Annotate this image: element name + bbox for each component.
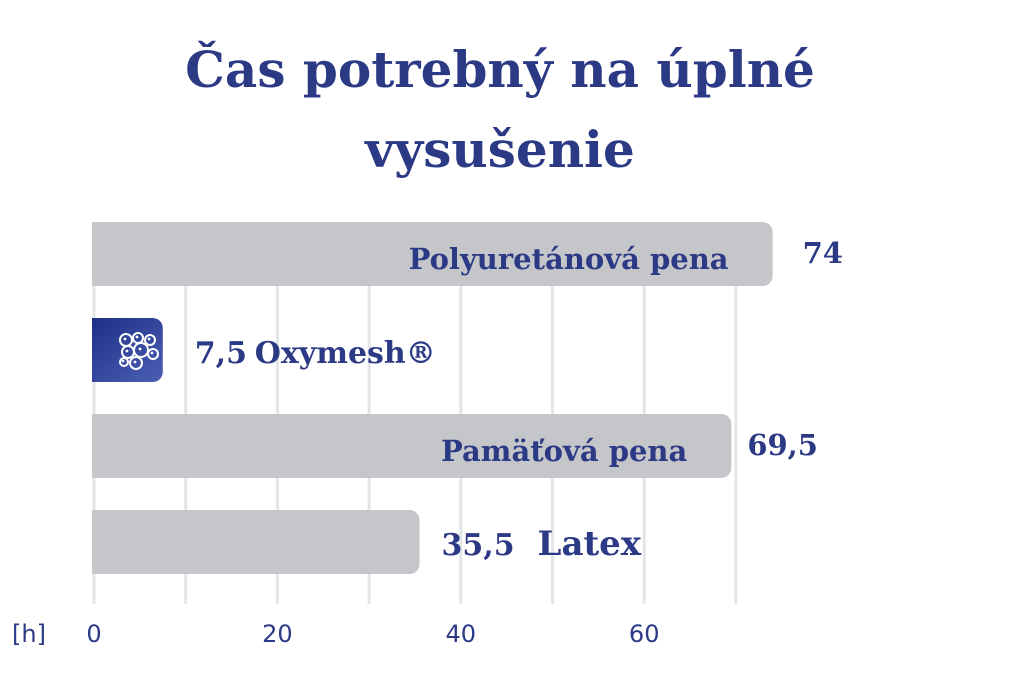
value-label-0: 74 xyxy=(803,236,843,270)
value-label-3: 35,5 xyxy=(442,528,515,563)
chart-title-line-2: vysušenie xyxy=(365,120,635,179)
x-tick-label-20: 20 xyxy=(262,620,293,648)
bar-labels: Polyuretánová pena 74 7,5 Oxymesh® Pamäťová … xyxy=(119,236,843,564)
x-axis-unit-label: [h] xyxy=(12,620,46,648)
bar-0 xyxy=(92,222,773,286)
chart-title: Čas potrebný na úplné vysušenie xyxy=(0,30,1000,190)
x-tick-label-60: 60 xyxy=(629,620,660,648)
category-label-0: Polyuretánová pena xyxy=(409,242,729,276)
category-label-1: Oxymesh® xyxy=(255,336,436,371)
x-tick-label-0: 0 xyxy=(86,620,101,648)
category-label-2: Pamäťová pena xyxy=(441,434,688,468)
value-label-1: 7,5 xyxy=(195,336,247,371)
value-label-2: 69,5 xyxy=(747,428,818,462)
bar-3 xyxy=(92,510,420,574)
x-axis: [h] 0 20 40 60 xyxy=(12,620,659,648)
x-tick-label-40: 40 xyxy=(446,620,477,648)
chart-title-line-1: Čas potrebný na úplné xyxy=(185,40,815,99)
oxygen-bubbles-icon xyxy=(119,332,159,370)
category-label-3: Latex xyxy=(538,524,642,564)
bars xyxy=(92,222,773,574)
bar-2 xyxy=(92,414,732,478)
